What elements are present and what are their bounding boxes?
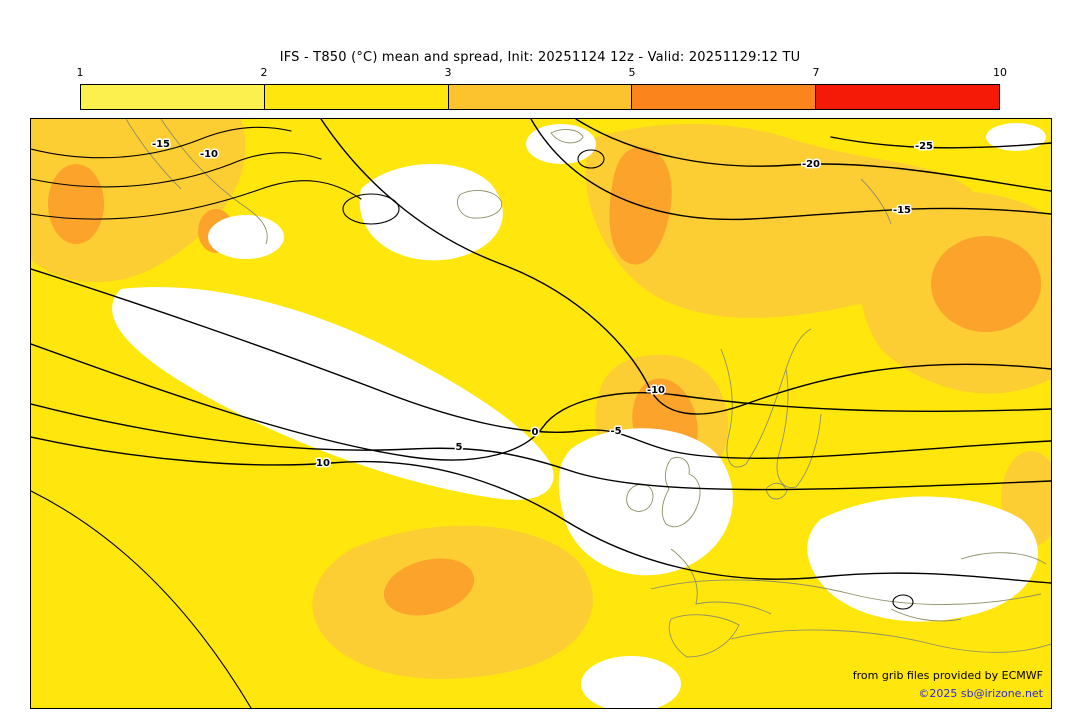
- credits: from grib files provided by ECMWF ©2025 …: [853, 669, 1044, 700]
- coastline: [125, 119, 182, 190]
- contour-label: -5: [610, 426, 621, 437]
- spread-blob: [208, 215, 284, 259]
- contour-line: [31, 436, 1051, 584]
- colorbar-segment: [448, 85, 633, 109]
- contour-line: [31, 403, 1051, 491]
- coastline: [160, 119, 268, 245]
- colorbar-tick: 10: [993, 66, 1007, 79]
- spread-blob: [558, 428, 733, 576]
- credits-link[interactable]: ©2025 sb@irizone.net: [918, 687, 1043, 700]
- colorbar-tick: 3: [444, 66, 452, 79]
- contour-line: [830, 136, 1051, 149]
- spread-blob: [383, 558, 475, 616]
- spread-blob: [112, 287, 554, 500]
- colorbar-segment: [816, 85, 999, 109]
- credits-source: from grib files provided by ECMWF: [853, 669, 1043, 682]
- colorbar-segment: [632, 85, 817, 109]
- coastline: [890, 608, 962, 622]
- colorbar-segment: [81, 85, 265, 109]
- coastline: [730, 629, 1051, 653]
- contour-line: [575, 119, 1051, 192]
- contour-line: [31, 180, 362, 220]
- contour-line: [31, 490, 252, 708]
- spread-blob: [359, 163, 503, 261]
- weather-map-svg: -25 -20 -15 -10 -5 0 5 10 -15 -10 from g…: [31, 119, 1051, 708]
- colorbar-tick: 1: [76, 66, 84, 79]
- chart-title: IFS - T850 (°C) mean and spread, Init: 2…: [279, 50, 801, 65]
- coastline: [650, 579, 1042, 605]
- contour-line: [31, 268, 1051, 459]
- contour-labels: -25 -20 -15 -10 -5 0 5 10 -15 -10: [150, 138, 934, 471]
- colorbar-bar: [80, 84, 1000, 110]
- coastline: [457, 190, 503, 219]
- contour-label: -10: [200, 149, 218, 160]
- coastline: [668, 614, 740, 658]
- contour-label: -20: [802, 159, 820, 170]
- contour-line: [31, 152, 322, 188]
- contour-line: [892, 594, 914, 610]
- contour-line: [342, 193, 400, 225]
- contour-line: [577, 149, 605, 169]
- coastline: [765, 482, 788, 500]
- coastline: [960, 552, 1047, 565]
- colorbar-ticks: 1 2 3 5 7 10: [76, 66, 1008, 82]
- contour-label: -25: [915, 141, 933, 152]
- colorbar-tick: 7: [812, 66, 820, 79]
- contour-label: -15: [893, 205, 911, 216]
- contour-line: [31, 343, 1051, 461]
- contour-line: [530, 119, 1051, 221]
- coastline: [550, 129, 584, 144]
- colorbar: 1 2 3 5 7 10: [76, 66, 1008, 110]
- contour-line: [31, 126, 292, 159]
- spread-blob: [48, 164, 104, 244]
- colorbar-segment: [264, 85, 449, 109]
- coastline: [720, 328, 812, 468]
- contour-label: -15: [152, 139, 170, 150]
- contour-label: -10: [647, 385, 665, 396]
- coastline: [670, 548, 772, 615]
- colorbar-tick: 5: [628, 66, 636, 79]
- spread-blob: [807, 496, 1038, 622]
- spread-lt1-regions: [112, 123, 1046, 708]
- contour-line: [320, 119, 1051, 415]
- spread-blob: [931, 236, 1041, 332]
- spread-blob: [581, 656, 681, 708]
- colorbar-tick: 2: [260, 66, 268, 79]
- contour-label: 10: [316, 458, 330, 469]
- map-area: -25 -20 -15 -10 -5 0 5 10 -15 -10 from g…: [30, 118, 1052, 709]
- contour-lines: [31, 119, 1051, 708]
- contour-label: 5: [456, 442, 463, 453]
- coastline: [860, 178, 892, 225]
- spread-blob: [526, 124, 596, 164]
- coastline: [776, 368, 822, 488]
- contour-label: 0: [532, 427, 539, 438]
